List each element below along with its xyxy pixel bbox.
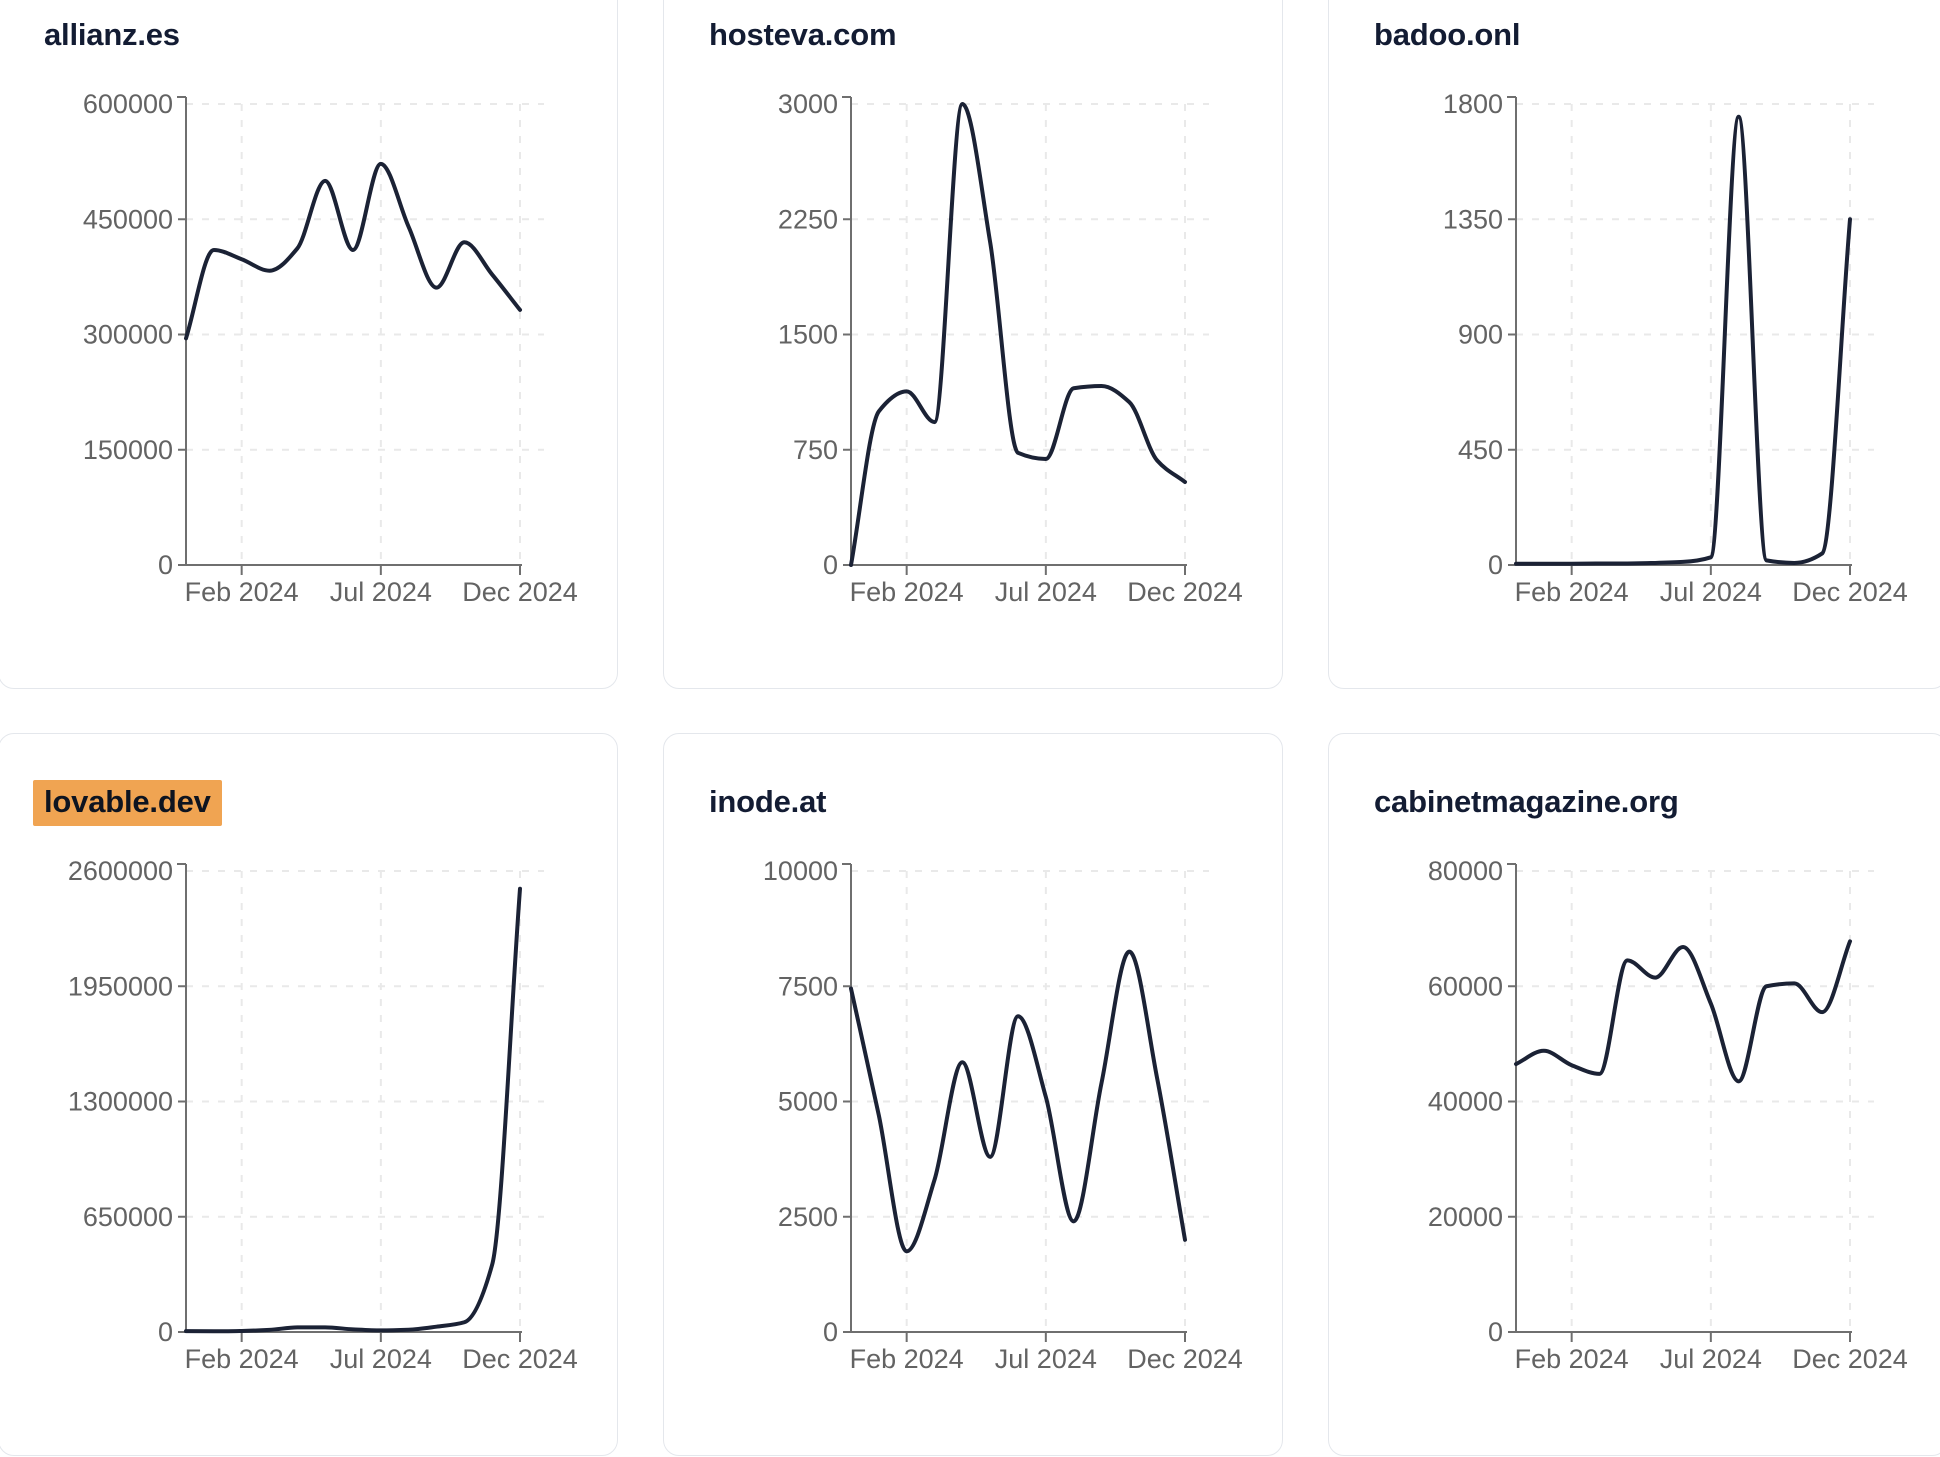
y-tick-label: 20000 xyxy=(1428,1202,1503,1232)
line-chart: 0 2500 5000 7500 10000 Feb 2024 Jul 2024 Dec 20… xyxy=(763,856,1243,1374)
y-tick-label: 450000 xyxy=(83,204,173,234)
x-tick-label: Feb 2024 xyxy=(1515,577,1629,607)
y-tick-label: 60000 xyxy=(1428,971,1503,1001)
data-line xyxy=(849,102,1187,567)
chart-card[interactable]: lovable.dev 0 650000 1300000 1950000 2600000… xyxy=(0,733,618,1456)
y-tick-label: 650000 xyxy=(83,1202,173,1232)
chart-card[interactable]: inode.at 0 2500 5000 7500 10000 Feb 2024 Jul 2… xyxy=(663,733,1283,1456)
y-tick-label: 1950000 xyxy=(68,971,173,1001)
x-tick-label: Dec 2024 xyxy=(462,577,578,607)
x-tick-label: Feb 2024 xyxy=(1515,1344,1629,1374)
x-tick-label: Dec 2024 xyxy=(462,1344,578,1374)
y-tick-label: 1800 xyxy=(1443,89,1503,119)
y-tick-label: 0 xyxy=(1488,1317,1503,1347)
chart-title-text: cabinetmagazine.org xyxy=(1374,784,1679,819)
chart-title: allianz.es xyxy=(0,0,617,53)
y-tick-label: 80000 xyxy=(1428,856,1503,886)
y-tick-label: 300000 xyxy=(83,320,173,350)
x-tick-label: Jul 2024 xyxy=(1660,577,1762,607)
x-tick-label: Dec 2024 xyxy=(1792,1344,1908,1374)
x-tick-label: Feb 2024 xyxy=(185,577,299,607)
y-tick-label: 2250 xyxy=(778,204,838,234)
y-tick-label: 10000 xyxy=(763,856,838,886)
y-tick-label: 40000 xyxy=(1428,1087,1503,1117)
y-tick-label: 5000 xyxy=(778,1087,838,1117)
chart-title: hosteva.com xyxy=(664,0,1282,53)
chart-title-text: badoo.onl xyxy=(1374,17,1521,52)
y-tick-label: 600000 xyxy=(83,89,173,119)
line-chart: 0 150000 300000 450000 600000 Feb 2024 Jul 202… xyxy=(83,89,578,607)
x-tick-label: Feb 2024 xyxy=(850,1344,964,1374)
y-tick-label: 0 xyxy=(823,550,838,580)
y-tick-label: 900 xyxy=(1458,320,1503,350)
y-tick-label: 1300000 xyxy=(68,1087,173,1117)
x-tick-label: Dec 2024 xyxy=(1792,577,1908,607)
data-line xyxy=(184,161,522,341)
x-tick-label: Feb 2024 xyxy=(185,1344,299,1374)
y-tick-label: 1350 xyxy=(1443,204,1503,234)
x-tick-label: Feb 2024 xyxy=(850,577,964,607)
y-tick-label: 2600000 xyxy=(68,856,173,886)
data-line xyxy=(849,949,1187,1254)
y-tick-label: 0 xyxy=(158,1317,173,1347)
x-tick-label: Jul 2024 xyxy=(330,577,432,607)
y-tick-label: 750 xyxy=(793,435,838,465)
y-tick-label: 1500 xyxy=(778,320,838,350)
y-tick-label: 150000 xyxy=(83,435,173,465)
chart-title: cabinetmagazine.org xyxy=(1329,734,1940,820)
chart-card[interactable]: cabinetmagazine.org 0 20000 40000 60000 8000… xyxy=(1328,733,1940,1456)
x-tick-label: Dec 2024 xyxy=(1127,577,1243,607)
chart-title-text: inode.at xyxy=(709,784,827,819)
x-tick-label: Jul 2024 xyxy=(330,1344,432,1374)
y-tick-label: 0 xyxy=(823,1317,838,1347)
chart-title-text: lovable.dev xyxy=(33,780,222,826)
line-chart: 0 20000 40000 60000 80000 Feb 2024 Jul 2024 Dec… xyxy=(1428,856,1908,1374)
y-tick-label: 0 xyxy=(158,550,173,580)
x-tick-label: Dec 2024 xyxy=(1127,1344,1243,1374)
y-tick-label: 2500 xyxy=(778,1202,838,1232)
y-tick-label: 7500 xyxy=(778,971,838,1001)
chart-title-text: allianz.es xyxy=(44,17,180,52)
x-tick-label: Jul 2024 xyxy=(995,577,1097,607)
chart-card[interactable]: allianz.es 0 150000 300000 450000 600000 Feb … xyxy=(0,0,618,689)
y-tick-label: 3000 xyxy=(778,89,838,119)
chart-title: badoo.onl xyxy=(1329,0,1940,53)
data-line xyxy=(1514,939,1852,1084)
y-tick-label: 450 xyxy=(1458,435,1503,465)
chart-card[interactable]: hosteva.com 0 750 1500 2250 3000 Feb 2024 Jul … xyxy=(663,0,1283,689)
x-tick-label: Jul 2024 xyxy=(1660,1344,1762,1374)
y-tick-label: 0 xyxy=(1488,550,1503,580)
chart-title: lovable.dev xyxy=(0,734,617,826)
chart-title: inode.at xyxy=(664,734,1282,820)
chart-title-text: hosteva.com xyxy=(709,17,897,52)
chart-card[interactable]: badoo.onl 0 450 900 1350 1800 Feb 2024 Jul 202… xyxy=(1328,0,1940,689)
line-chart: 0 650000 1300000 1950000 2600000 Feb 2024 Jul … xyxy=(68,856,578,1374)
x-tick-label: Jul 2024 xyxy=(995,1344,1097,1374)
data-line xyxy=(184,886,522,1334)
data-line xyxy=(1514,114,1852,566)
line-chart: 0 450 900 1350 1800 Feb 2024 Jul 2024 Dec 2024 xyxy=(1443,89,1908,607)
line-chart: 0 750 1500 2250 3000 Feb 2024 Jul 2024 Dec 2024 xyxy=(778,89,1243,607)
